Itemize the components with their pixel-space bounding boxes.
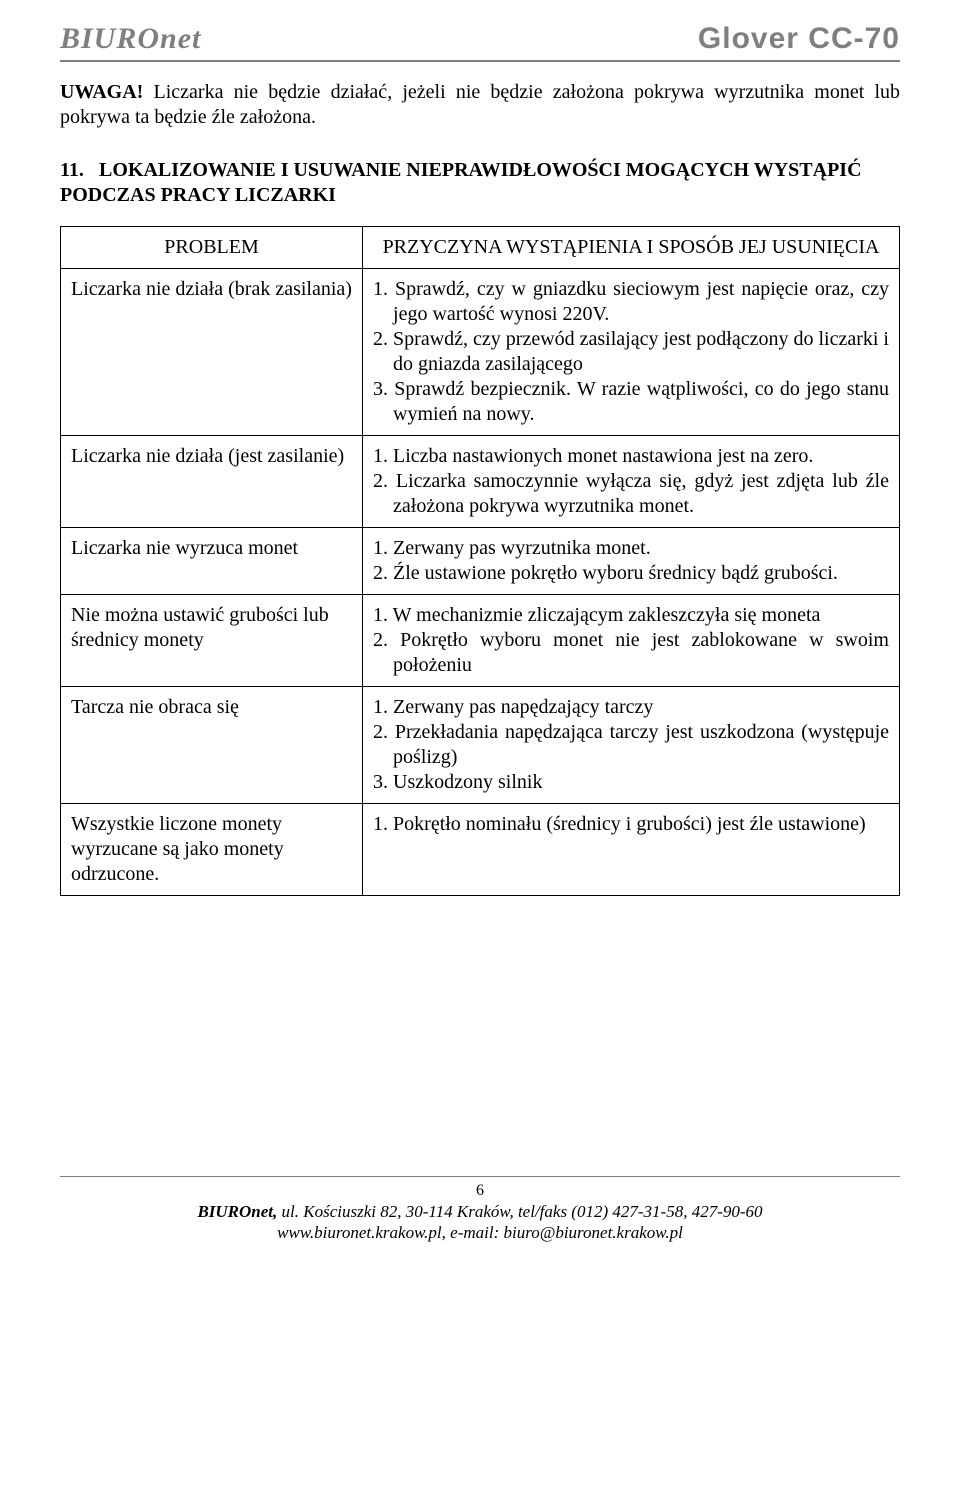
warning-label: UWAGA! [60,81,143,103]
cause-item: 3. Sprawdź bezpiecznik. W razie wątpliwo… [373,377,889,427]
table-row: Liczarka nie wyrzuca monet1. Zerwany pas… [61,527,900,594]
brand-left: BIUROnet [60,20,201,58]
cause-item: 2. Pokrętło wyboru monet nie jest zablok… [373,628,889,678]
cause-cell: 1. Liczba nastawionych monet nastawiona … [363,435,900,527]
table-row: Wszystkie liczone monety wyrzucane są ja… [61,803,900,895]
col-header-problem: PROBLEM [61,226,363,268]
troubleshooting-table: PROBLEM PRZYCZYNA WYSTĄPIENIA I SPOSÓB J… [60,226,900,896]
page-header: BIUROnet Glover CC-70 [60,20,900,62]
problem-cell: Liczarka nie wyrzuca monet [61,527,363,594]
cause-item: 2. Przekładania napędzająca tarczy jest … [373,720,889,770]
footer-line-1: BIUROnet, ul. Kościuszki 82, 30-114 Krak… [197,1202,762,1221]
cause-item: 1. Pokrętło nominału (średnicy i grubośc… [373,812,889,837]
brand-left-text: BIUROnet [60,22,201,55]
section-heading: 11. LOKALIZOWANIE I USUWANIE NIEPRAWIDŁO… [60,158,900,208]
table-body: Liczarka nie działa (brak zasilania)1. S… [61,268,900,895]
table-header-row: PROBLEM PRZYCZYNA WYSTĄPIENIA I SPOSÓB J… [61,226,900,268]
brand-right: Glover CC-70 [698,20,900,58]
cause-item: 2. Źle ustawione pokrętło wyboru średnic… [373,561,889,586]
cause-cell: 1. Pokrętło nominału (średnicy i grubośc… [363,803,900,895]
cause-item: 1. Liczba nastawionych monet nastawiona … [373,444,889,469]
cause-item: 1. Sprawdź, czy w gniazdku sieciowym jes… [373,277,889,327]
page-footer: 6 BIUROnet, ul. Kościuszki 82, 30-114 Kr… [60,1176,900,1244]
page-number: 6 [60,1181,900,1201]
footer-address: ul. Kościuszki 82, 30-114 Kraków, tel/fa… [277,1202,762,1221]
problem-cell: Nie można ustawić grubości lub średnicy … [61,594,363,686]
problem-cell: Wszystkie liczone monety wyrzucane są ja… [61,803,363,895]
cause-cell: 1. Zerwany pas napędzający tarczy2. Prze… [363,686,900,803]
problem-cell: Liczarka nie działa (jest zasilanie) [61,435,363,527]
section-title: LOKALIZOWANIE I USUWANIE NIEPRAWIDŁOWOŚC… [60,159,862,206]
table-row: Tarcza nie obraca się1. Zerwany pas napę… [61,686,900,803]
cause-item: 2. Sprawdź, czy przewód zasilający jest … [373,327,889,377]
table-row: Liczarka nie działa (jest zasilanie) 1. L… [61,435,900,527]
cause-item: 3. Uszkodzony silnik [373,770,889,795]
cause-item: 1. Zerwany pas wyrzutnika monet. [373,536,889,561]
cause-item: 1. Zerwany pas napędzający tarczy [373,695,889,720]
warning-paragraph: UWAGA! Liczarka nie będzie działać, jeże… [60,80,900,130]
cause-cell: 1. W mechanizmie zliczającym zakleszczył… [363,594,900,686]
footer-brand: BIUROnet, [197,1202,277,1221]
cause-item: 2. Liczarka samoczynnie wyłącza się, gdy… [373,469,889,519]
table-row: Nie można ustawić grubości lub średnicy … [61,594,900,686]
col-header-cause: PRZYCZYNA WYSTĄPIENIA I SPOSÓB JEJ USUNI… [363,226,900,268]
problem-cell: Liczarka nie działa (brak zasilania) [61,268,363,435]
section-number: 11. [60,158,94,183]
table-row: Liczarka nie działa (brak zasilania)1. S… [61,268,900,435]
warning-text: Liczarka nie będzie działać, jeżeli nie … [60,81,900,128]
cause-item: 1. W mechanizmie zliczającym zakleszczył… [373,603,889,628]
footer-line-2: www.biuronet.krakow.pl, e-mail: biuro@bi… [277,1223,683,1242]
problem-cell: Tarcza nie obraca się [61,686,363,803]
cause-cell: 1. Sprawdź, czy w gniazdku sieciowym jes… [363,268,900,435]
cause-cell: 1. Zerwany pas wyrzutnika monet.2. Źle u… [363,527,900,594]
